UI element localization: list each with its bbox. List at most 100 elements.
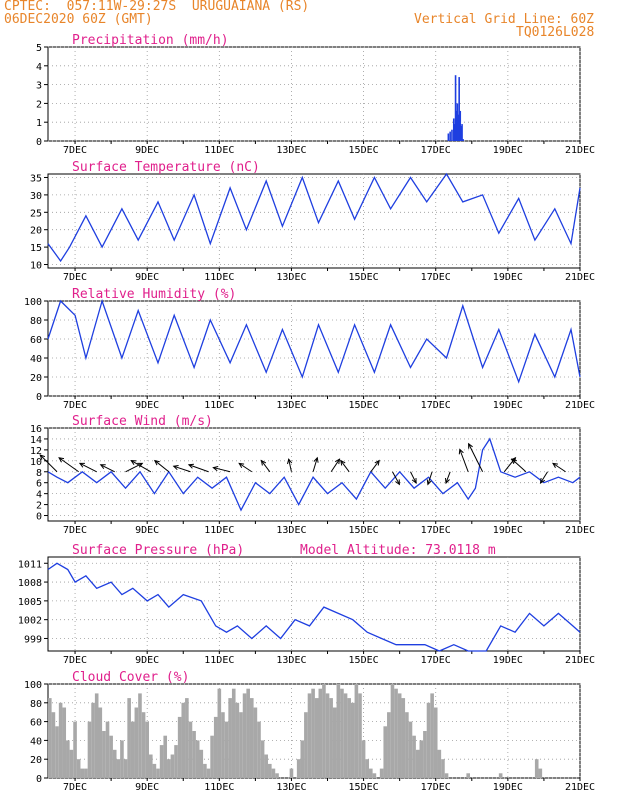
cloud-bar — [361, 740, 366, 778]
cloud-bar — [210, 735, 214, 778]
x-tick-label: 7DEC — [63, 272, 87, 283]
precip-bar — [451, 129, 453, 141]
y-tick-label: 0 — [36, 512, 42, 523]
panel-title: Surface Wind (m/s) — [72, 414, 213, 429]
cloud-bar — [141, 712, 146, 778]
x-tick-label: 17DEC — [421, 525, 451, 536]
cloud-bar — [48, 698, 52, 778]
wind-arrow — [288, 459, 292, 472]
x-tick-label: 11DEC — [204, 655, 234, 666]
header-code: TQ0126L028 — [516, 25, 595, 40]
x-tick-label: 15DEC — [349, 400, 379, 411]
cloud-bar — [260, 740, 265, 778]
cloud-bar — [51, 712, 56, 778]
wind-arrow-head — [374, 459, 380, 466]
cloud-bar — [195, 740, 200, 778]
wind-arrow-head — [287, 458, 293, 465]
x-tick-label: 19DEC — [493, 272, 523, 283]
cloud-bar — [437, 749, 442, 778]
x-tick-label: 15DEC — [349, 272, 379, 283]
cloud-bar — [426, 702, 431, 778]
wind-arrow — [188, 464, 209, 473]
x-tick-label: 9DEC — [135, 145, 159, 156]
cloud-bar — [55, 726, 59, 778]
wind-arrow — [468, 443, 484, 472]
wind-arrow — [540, 471, 548, 484]
wind-arrow-head — [445, 477, 450, 485]
x-tick-label: 17DEC — [421, 655, 451, 666]
cloud-bar — [534, 759, 539, 778]
x-tick-label: 11DEC — [204, 272, 234, 283]
y-tick-label: 60 — [30, 718, 42, 729]
cloud-bar — [498, 773, 503, 778]
cloud-bar — [177, 716, 182, 778]
cloud-bar — [192, 731, 196, 778]
cloud-bar — [271, 768, 276, 778]
cloud-bar — [401, 698, 406, 778]
cloud-bar — [98, 707, 103, 778]
cloud-bar — [383, 726, 388, 778]
wind-arrow — [39, 454, 58, 473]
y-tick-label: 80 — [30, 316, 42, 327]
x-tick-label: 15DEC — [349, 145, 379, 156]
x-tick-label: 19DEC — [493, 400, 523, 411]
wind-arrow-head — [99, 464, 106, 470]
wind-arrow-head — [340, 459, 346, 466]
cloud-bar — [73, 721, 77, 778]
y-tick-label: 1011 — [18, 559, 42, 570]
y-tick-label: 0 — [36, 137, 42, 148]
precip-bar — [458, 77, 460, 141]
cloud-bar — [343, 693, 348, 778]
y-tick-label: 0 — [36, 392, 42, 403]
x-tick-label: 9DEC — [135, 782, 159, 793]
wind-arrow — [312, 457, 318, 472]
cloud-bar — [228, 698, 232, 778]
y-tick-label: 1005 — [18, 597, 42, 608]
series-line — [47, 298, 581, 384]
cloud-bar — [206, 768, 211, 778]
cloud-bar — [185, 698, 189, 778]
x-tick-label: 17DEC — [421, 272, 451, 283]
y-tick-label: 60 — [30, 335, 42, 346]
precip-bar — [456, 103, 459, 141]
panel-title: Precipitation (mm/h) — [72, 33, 229, 48]
precip-bar — [449, 131, 451, 141]
y-tick-label: 4 — [36, 490, 42, 501]
wind-arrow — [238, 462, 253, 473]
wind-arrow — [173, 465, 191, 473]
x-tick-label: 7DEC — [63, 525, 87, 536]
wind-arrow-head — [172, 465, 179, 471]
cloud-bar — [127, 698, 131, 778]
cloud-bar — [419, 740, 424, 778]
cloud-bar — [538, 768, 543, 778]
x-tick-label: 21DEC — [565, 655, 595, 666]
cloud-bar — [332, 707, 337, 778]
precip-bar — [460, 125, 462, 141]
wind-arrow-head — [552, 462, 558, 468]
panel-title: Surface Pressure (hPa) — [72, 543, 244, 558]
cloud-bar — [322, 684, 326, 778]
cloud-bar — [430, 693, 434, 778]
cloud-bar — [441, 759, 445, 778]
y-tick-label: 10 — [30, 261, 42, 272]
cloud-bar — [87, 721, 92, 778]
plot-frame — [47, 300, 581, 397]
wind-arrow — [392, 471, 400, 485]
y-tick-label: 999 — [24, 634, 42, 645]
y-tick-label: 15 — [30, 243, 42, 254]
cloud-bar — [242, 693, 247, 778]
x-tick-label: 13DEC — [276, 145, 306, 156]
cloud-bar — [318, 688, 323, 778]
x-tick-label: 11DEC — [204, 400, 234, 411]
precip-bar — [454, 75, 457, 141]
wind-arrow — [100, 464, 115, 473]
y-tick-label: 12 — [30, 446, 42, 457]
y-tick-label: 20 — [30, 373, 42, 384]
series-line — [47, 437, 581, 512]
x-tick-label: 21DEC — [565, 782, 595, 793]
x-tick-label: 17DEC — [421, 400, 451, 411]
x-tick-label: 9DEC — [135, 272, 159, 283]
header-grid-note: Vertical Grid Line: 60Z — [414, 12, 595, 27]
cloud-bar — [116, 759, 121, 778]
x-tick-label: 17DEC — [421, 782, 451, 793]
